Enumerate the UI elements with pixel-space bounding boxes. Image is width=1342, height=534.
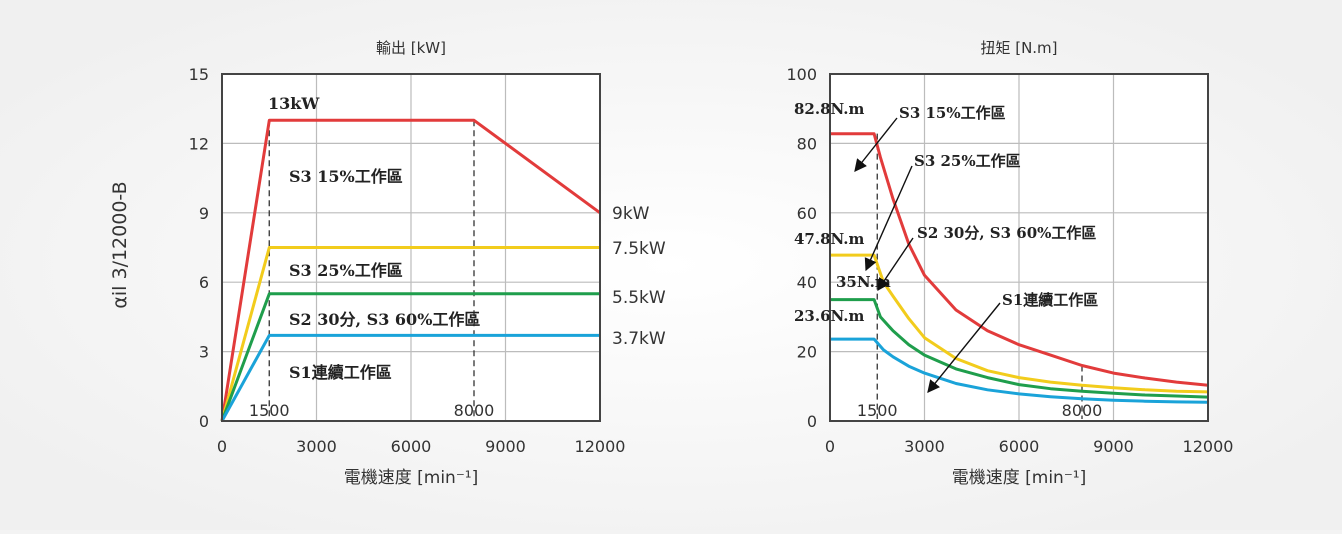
y-tick-label: 0: [199, 412, 209, 431]
speed-marker-label: 1500: [249, 401, 290, 420]
x-tick-label: 12000: [1183, 437, 1234, 456]
value-label: 35N.m: [836, 273, 891, 291]
value-label: 82.8N.m: [794, 100, 865, 118]
x-tick-label: 6000: [391, 437, 432, 456]
y-tick-label: 6: [199, 273, 209, 292]
plot-frame: [829, 73, 1209, 422]
zone-annotation: S3 25%工作區: [914, 152, 1021, 170]
series-line-3: [830, 298, 1209, 399]
zone-annotation: S2 30分, S3 60%工作區: [917, 224, 1096, 242]
plot-frame: [221, 73, 601, 422]
series-line-1: [220, 118, 601, 422]
x-tick-label: 0: [825, 437, 835, 456]
zone-annotation: S3 15%工作區: [289, 167, 403, 186]
series-line-4: [830, 337, 1209, 404]
x-tick-label: 12000: [575, 437, 626, 456]
y-tick-label: 20: [797, 343, 817, 362]
x-axis-label: 電機速度 [min⁻¹]: [344, 468, 479, 488]
x-tick-label: 6000: [999, 437, 1040, 456]
series-line-4: [220, 333, 600, 422]
speed-marker-label: 8000: [1062, 401, 1103, 420]
value-label: 5.5kW: [612, 288, 666, 308]
y-tick-label: 12: [189, 134, 209, 153]
value-label: 7.5kW: [612, 239, 666, 259]
y-tick-label: 3: [199, 343, 209, 362]
zone-annotation: 13kW: [268, 94, 320, 113]
annotation-arrow: [927, 302, 1001, 393]
zone-annotation: S2 30分, S3 60%工作區: [289, 310, 480, 329]
y-tick-label: 0: [807, 412, 817, 431]
y-tick-label: 40: [797, 273, 817, 292]
value-label: 9kW: [612, 204, 650, 224]
x-tick-label: 3000: [296, 437, 337, 456]
power-chart: 1500 8000 0 3000 6000 9000 12000 0 3 6 9 12 15 輸出 [kW…: [189, 39, 666, 488]
series-line-2: [220, 246, 600, 422]
x-tick-label: 0: [217, 437, 227, 456]
speed-marker-label: 8000: [454, 401, 495, 420]
value-label: 23.6N.m: [794, 307, 865, 325]
zone-annotation: S3 25%工作區: [289, 261, 403, 280]
annotation-arrow: [877, 237, 914, 292]
x-tick-label: 9000: [485, 437, 526, 456]
series-line-3: [220, 292, 600, 422]
speed-marker-label: 1500: [857, 401, 898, 420]
value-label: 47.8N.m: [794, 230, 865, 248]
annotation-arrow: [854, 117, 898, 172]
zone-annotation: S1連續工作區: [1002, 291, 1098, 309]
y-tick-label: 15: [189, 65, 209, 84]
value-label: 3.7kW: [612, 329, 666, 349]
torque-chart: 1500 8000 0 3000 6000 9000 12000 0 20 40 60 80 100 扭矩…: [786, 39, 1233, 488]
series-line-1: [830, 132, 1209, 387]
chart-title: 輸出 [kW]: [376, 39, 446, 57]
x-axis-label: 電機速度 [min⁻¹]: [952, 468, 1087, 488]
x-tick-label: 3000: [904, 437, 945, 456]
zone-annotation: S1連續工作區: [289, 363, 392, 382]
y-tick-label: 80: [797, 134, 817, 153]
zone-annotation: S3 15%工作區: [899, 104, 1006, 122]
x-tick-label: 9000: [1093, 437, 1134, 456]
chart-title: 扭矩 [N.m]: [980, 39, 1057, 57]
vertical-model-label: αil 3/12000-B: [109, 181, 131, 308]
y-tick-label: 60: [797, 204, 817, 223]
annotation-arrow: [864, 165, 913, 272]
y-tick-label: 100: [786, 65, 817, 84]
y-tick-label: 9: [199, 204, 209, 223]
